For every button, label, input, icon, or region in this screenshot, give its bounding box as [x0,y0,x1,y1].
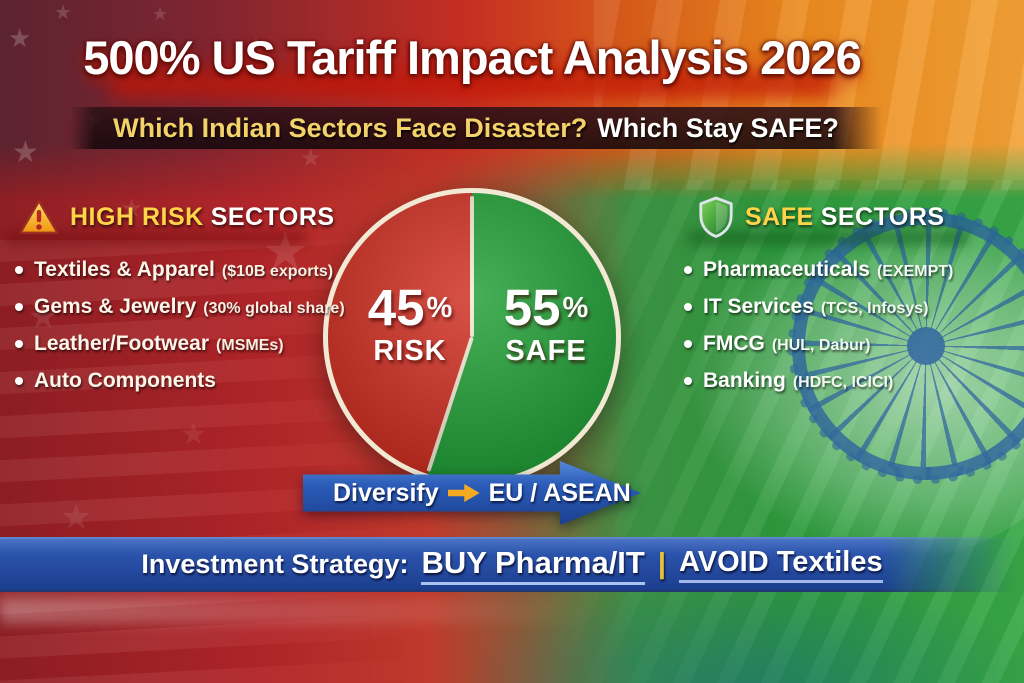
safe-slice-label: 55% SAFE [503,279,589,367]
flag-star-icon [54,2,72,22]
flag-star-icon [152,6,168,24]
subtitle-question-1: Which Indian Sectors Face Disaster? [113,112,588,143]
list-item: FMCG (HUL, Dabur) [684,332,1014,356]
bullet-icon [15,303,23,311]
flag-star-icon [8,26,31,52]
strategy-buy: BUY Pharma/IT [421,545,645,585]
right-arrow-icon [447,484,480,502]
shield-icon [699,196,733,238]
subtitle-question-2: Which Stay SAFE? [597,112,839,143]
high-risk-heading-shadow [6,232,306,244]
safe-heading-label: SAFE SECTORS [745,202,945,231]
list-item: Pharmaceuticals (EXEMPT) [684,258,1014,282]
strategy-label: Investment Strategy: [141,549,409,579]
bullet-icon [684,303,692,311]
bullet-icon [684,340,692,348]
bullet-icon [15,266,23,274]
page-title: 500% US Tariff Impact Analysis 2026 [83,31,861,84]
bullet-icon [15,377,23,385]
safe-heading-shadow [688,232,968,244]
strategy-separator: | [657,548,666,580]
investment-strategy-bar: Investment Strategy: BUY Pharma/IT | AVO… [0,537,1024,592]
header-gradient-band [0,0,1024,200]
strategy-avoid: AVOID Textiles [678,546,883,583]
bullet-icon [684,266,692,274]
pie-chart-wrapper: 45% RISK 55% SAFE [323,188,621,486]
bottom-light-sheen [0,598,760,624]
flag-star-icon [60,500,92,536]
safe-heading: SAFE SECTORS [697,196,945,238]
safe-list: Pharmaceuticals (EXEMPT) IT Services (TC… [684,258,1014,393]
title-red-glow [110,72,834,98]
pie-chart [323,188,621,486]
high-risk-heading: HIGH RISK SECTORS [18,198,335,236]
subtitle-strip: Which Indian Sectors Face Disaster? Whic… [70,107,882,149]
list-item: Gems & Jewelry (30% global share) [15,295,345,319]
diversify-arrow-banner: Diversify EU / ASEAN [303,461,641,525]
list-item: Leather/Footwear (MSMEs) [15,332,335,356]
diversify-text: Diversify EU / ASEAN [333,478,631,507]
warning-icon [19,200,59,234]
risk-slice-label: 45% RISK [367,279,453,367]
list-item: Banking (HDFC, ICICI) [684,369,1014,393]
flag-star-icon [12,138,39,168]
bottom-teal-tint [470,575,1024,683]
high-risk-list: Textiles & Apparel ($10B exports) Gems &… [15,258,345,393]
bullet-icon [15,340,23,348]
high-risk-heading-label: HIGH RISK SECTORS [70,202,335,231]
list-item: IT Services (TCS, Infosys) [684,295,1014,319]
list-item: Auto Components [15,369,335,393]
bullet-icon [684,377,692,385]
flag-star-icon [180,420,207,450]
flag-star-icon [300,146,322,170]
list-item: Textiles & Apparel ($10B exports) [15,258,335,282]
